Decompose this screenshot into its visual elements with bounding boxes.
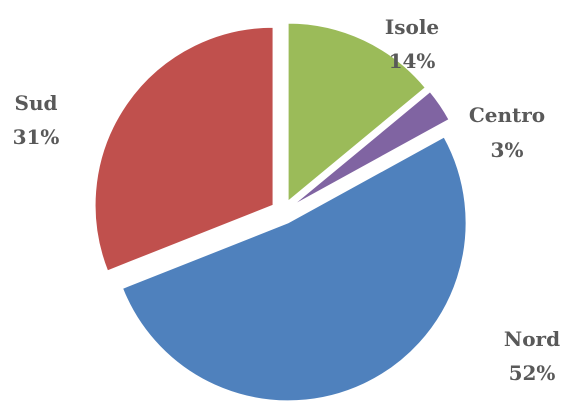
slice-label-centro-value: 3% bbox=[491, 138, 524, 162]
pie-slices bbox=[94, 22, 467, 402]
pie-slice-centro bbox=[292, 91, 450, 206]
slice-label-nord-value: 52% bbox=[509, 361, 556, 385]
slice-label-nord-name: Nord bbox=[504, 327, 560, 351]
slice-label-sud-name: Sud bbox=[15, 91, 58, 115]
pie-slice-isole bbox=[287, 22, 426, 203]
slice-label-sud-value: 31% bbox=[13, 125, 60, 149]
slice-label-centro-name: Centro bbox=[469, 103, 545, 127]
slice-label-isole-value: 14% bbox=[389, 49, 436, 73]
pie-slice-nord bbox=[121, 136, 467, 402]
slice-label-isole-name: Isole bbox=[385, 15, 439, 39]
pie-slice-sud bbox=[94, 26, 274, 272]
